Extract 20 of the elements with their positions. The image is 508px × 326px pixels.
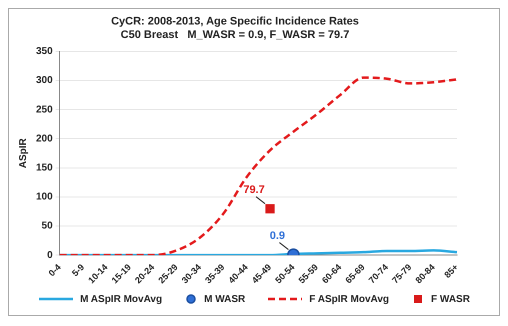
y-tick-label: 150	[36, 162, 54, 174]
legend-label: M ASpIR MovAvg	[80, 294, 162, 304]
legend-label: M WASR	[204, 294, 246, 304]
x-tick-label: 5-9	[70, 262, 86, 278]
y-tick-label: 200	[36, 133, 54, 144]
y-axis-title: ASpIR	[18, 137, 29, 168]
y-tick-label: 250	[36, 104, 54, 116]
y-tick-label: 100	[36, 192, 54, 203]
x-tick-label: 85+	[442, 262, 460, 280]
legend-label: F ASpIR MovAvg	[309, 294, 390, 304]
y-tick-label: 350	[36, 46, 54, 58]
y-tick-label: 0	[47, 250, 54, 261]
data-label: 0.9	[270, 230, 286, 242]
data-label: 79.7	[243, 184, 265, 196]
x-tick-label: 0-4	[46, 262, 63, 278]
text: CyCR: 2008-2013, Age Specific Incidence Rates	[111, 16, 359, 28]
text: C50 Breast M_WASR = 0.9, F_WASR = 79.7	[120, 28, 350, 41]
y-tick-label: 50	[42, 220, 54, 232]
legend-label: F WASR	[431, 294, 470, 304]
y-tick-label: 300	[36, 75, 54, 86]
